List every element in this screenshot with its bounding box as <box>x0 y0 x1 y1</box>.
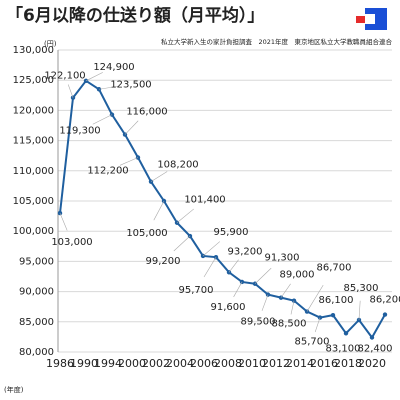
data-label: 101,400 <box>184 195 225 206</box>
leader-line <box>290 300 295 315</box>
x-tick-label: 1990 <box>70 357 98 370</box>
data-label: 112,200 <box>87 166 128 177</box>
x-unit: (年度) <box>4 385 24 394</box>
y-tick-label: 110,000 <box>13 166 54 177</box>
x-tick-label: 2016 <box>310 357 338 370</box>
leader-line <box>254 267 272 284</box>
data-label: 89,000 <box>280 270 315 281</box>
x-tick-label: 2018 <box>334 357 362 370</box>
point <box>343 331 349 336</box>
leader-line <box>150 171 168 182</box>
data-label: 89,500 <box>241 317 276 328</box>
leader-line <box>124 120 139 135</box>
data-label: 124,900 <box>93 62 134 73</box>
data-label: 119,300 <box>59 126 100 137</box>
data-label: 91,600 <box>211 302 246 313</box>
logo <box>356 8 387 30</box>
data-label: 95,900 <box>214 227 249 238</box>
data-label: 85,700 <box>295 337 330 348</box>
y-tick-label: 95,000 <box>19 256 54 267</box>
y-tick-label: 90,000 <box>19 287 54 298</box>
data-label: 99,200 <box>146 256 181 267</box>
leader-line <box>67 84 74 98</box>
leader-line <box>153 200 165 221</box>
leader-line <box>85 72 103 82</box>
x-tick-label: 2000 <box>118 357 146 370</box>
data-label: 85,300 <box>344 283 379 294</box>
x-tick-label: 1986 <box>46 357 74 370</box>
data-label: 122,100 <box>44 71 85 82</box>
x-tick-label: 2010 <box>238 357 266 370</box>
point <box>369 335 375 340</box>
x-tick-label: 2006 <box>190 357 218 370</box>
data-label: 108,200 <box>157 160 198 171</box>
leader-line <box>59 212 68 231</box>
data-label: 83,100 <box>326 343 361 354</box>
point <box>330 312 336 318</box>
y-tick-label: 80,000 <box>19 347 54 358</box>
data-label: 123,500 <box>110 79 151 90</box>
y-tick-label: 120,000 <box>13 105 54 116</box>
point <box>239 279 245 285</box>
y-tick-label: 105,000 <box>13 196 54 207</box>
x-tick-label: 2008 <box>214 357 242 370</box>
leader-line <box>202 241 220 257</box>
y-tick-label: 130,000 <box>13 45 54 56</box>
y-tick-label: 115,000 <box>13 136 54 147</box>
y-unit: (円) <box>44 40 57 48</box>
data-label: 95,700 <box>179 285 214 296</box>
data-label: 88,500 <box>272 319 307 330</box>
data-label: 86,100 <box>319 295 354 306</box>
point <box>317 315 323 320</box>
data-label: 116,000 <box>126 107 167 118</box>
leader-line <box>98 85 119 90</box>
y-tick-label: 85,000 <box>19 317 54 328</box>
data-label: 103,000 <box>51 237 92 248</box>
y-tick-label: 100,000 <box>13 226 54 237</box>
data-label: 86,200 <box>370 295 400 306</box>
leader-line <box>280 283 291 298</box>
x-tick-label: 2004 <box>166 357 194 370</box>
leader-line <box>261 294 269 311</box>
x-tick-label: 2014 <box>286 357 314 370</box>
y-tick-label: 125,000 <box>13 75 54 86</box>
x-tick-label: 2012 <box>262 357 290 370</box>
chart-title: 「6月以降の仕送り額（月平均）」 <box>6 5 264 26</box>
point <box>96 87 102 92</box>
x-tick-label: 2020 <box>358 357 386 370</box>
data-label: 93,200 <box>228 246 263 257</box>
data-label: 91,300 <box>265 253 300 264</box>
subtitle: 私立大学新入生の家計負担調査 2021年度 東京地区私立大学教職員組合連合 <box>161 37 393 46</box>
leader-line <box>119 157 139 166</box>
leader-line <box>314 317 321 333</box>
leader-line <box>228 259 239 273</box>
x-tick-label: 1994 <box>94 357 122 370</box>
point <box>382 312 388 317</box>
x-tick-label: 2002 <box>142 357 170 370</box>
leader-line <box>173 235 191 252</box>
data-label: 82,400 <box>358 344 393 355</box>
data-label: 86,700 <box>317 263 352 274</box>
leader-line <box>233 281 243 298</box>
leader-line <box>176 208 194 223</box>
leader-line <box>358 300 361 321</box>
leader-line <box>306 284 324 312</box>
point <box>291 298 297 303</box>
leader-line <box>203 257 217 278</box>
leader-line <box>92 114 113 125</box>
line <box>59 79 386 340</box>
data-label: 105,000 <box>126 228 167 239</box>
